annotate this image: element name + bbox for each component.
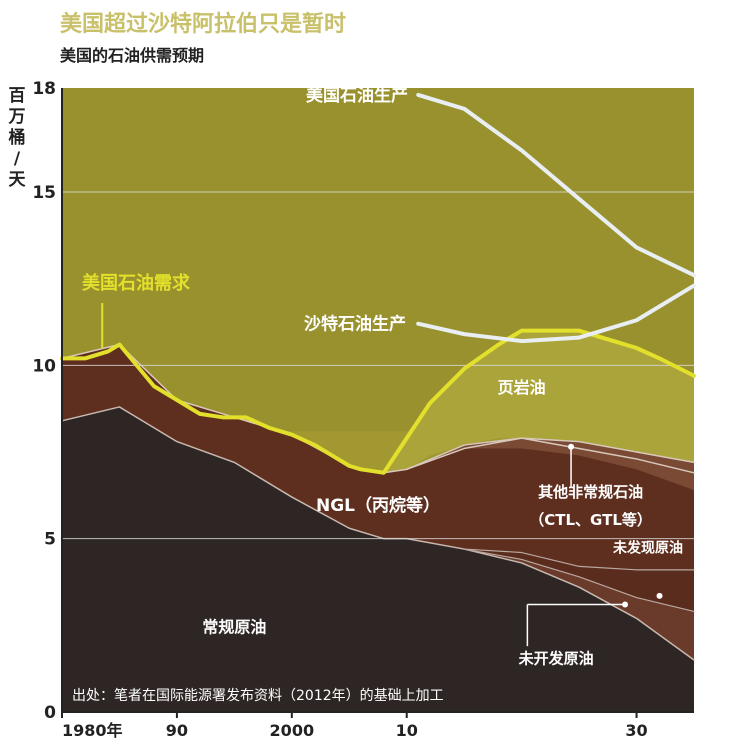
y-axis-label-text: 百万桶 / 天 bbox=[8, 86, 26, 190]
saudi-oil-production-line bbox=[416, 283, 696, 344]
label-ngl: NGL（丙烷等） bbox=[316, 495, 440, 516]
undiscovered-boundary bbox=[463, 548, 695, 571]
shale-area bbox=[383, 330, 694, 473]
label-us-oil-production: 美国石油生产 bbox=[306, 85, 408, 106]
label-other-unconventional: 其他非常规石油 bbox=[538, 483, 643, 501]
dot-other-unconventional bbox=[568, 443, 575, 450]
x-tick-label-1990: 90 bbox=[166, 721, 188, 740]
label-saudi-oil-production: 沙特石油生产 bbox=[304, 314, 406, 335]
us-oil-production-line bbox=[416, 92, 696, 278]
label-other-unconventional-sub: （CTL、GTL等） bbox=[529, 511, 652, 529]
undiscovered-crude-area bbox=[464, 549, 694, 612]
y-tick-label-15: 15 bbox=[32, 183, 56, 203]
ngl-area bbox=[62, 344, 694, 654]
source-note: 出处：笔者在国际能源署发布资料（2012年）的基础上加工 bbox=[72, 687, 444, 704]
us-oil-demand-line bbox=[60, 328, 696, 475]
label-undeveloped-crude: 未开发原油 bbox=[518, 649, 594, 667]
x-tick-label-2030: 30 bbox=[625, 721, 647, 740]
x-tick-label-2010: 10 bbox=[396, 721, 418, 740]
undeveloped-crude-area bbox=[464, 549, 694, 660]
other-unconventional-area bbox=[406, 438, 694, 491]
undeveloped-boundary bbox=[463, 548, 695, 613]
chart-title: 美国超过沙特阿拉伯只是暂时 bbox=[60, 12, 347, 37]
y-tick-label-0: 0 bbox=[44, 703, 56, 723]
label-conventional-crude: 常规原油 bbox=[202, 617, 266, 636]
y-tick-label-5: 5 bbox=[44, 530, 56, 550]
x-tick-label-2000: 2000 bbox=[270, 721, 315, 740]
y-tick-label-18: 18 bbox=[32, 79, 56, 99]
x-tick-label-1980: 1980年 bbox=[62, 721, 123, 740]
dot-undiscovered-crude bbox=[656, 592, 663, 599]
dot-undeveloped-crude bbox=[622, 601, 629, 608]
conventional-crude-area bbox=[62, 406, 694, 712]
y-axis-label: 百万桶 / 天 bbox=[6, 86, 28, 191]
other-unconventional-boundary bbox=[405, 437, 695, 471]
chart-subtitle: 美国的石油供需预期 bbox=[60, 46, 205, 65]
label-undiscovered-crude: 未发现原油 bbox=[613, 540, 683, 557]
y-tick-label-10: 10 bbox=[32, 356, 56, 376]
label-shale-oil: 页岩油 bbox=[498, 378, 546, 397]
label-us-oil-demand: 美国石油需求 bbox=[82, 272, 191, 294]
